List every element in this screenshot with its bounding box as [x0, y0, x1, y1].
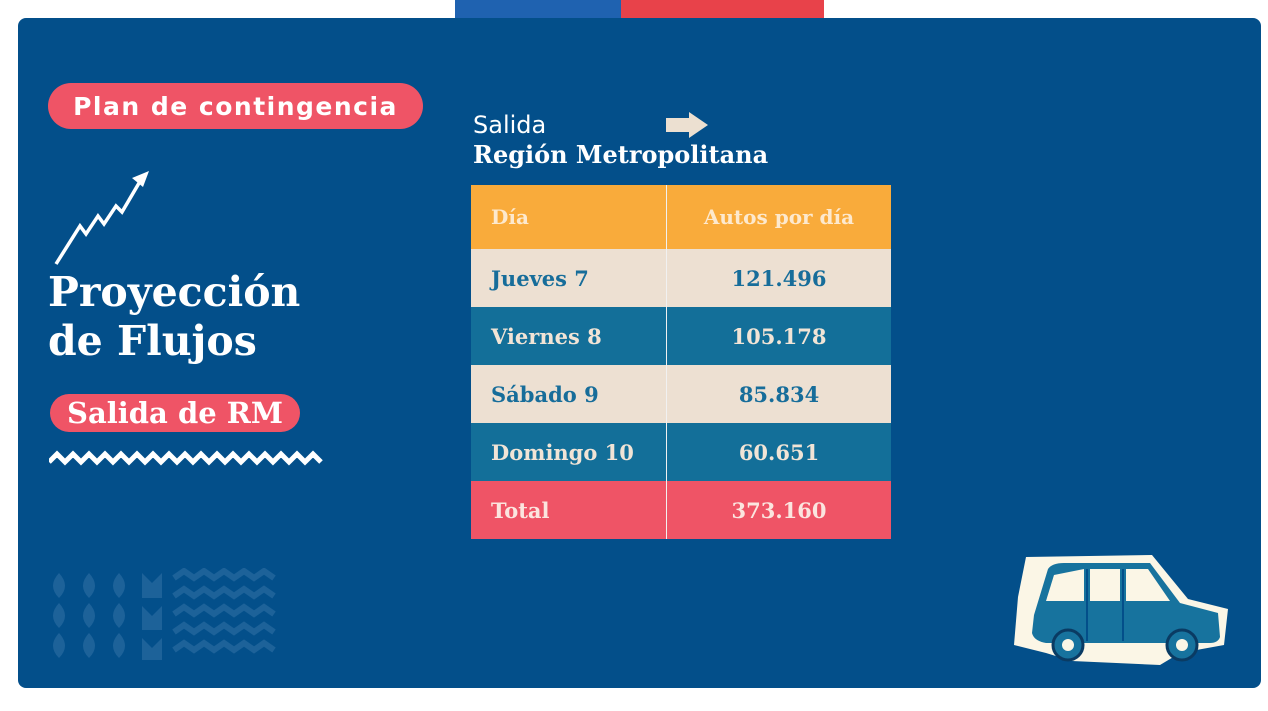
flow-table: Día Autos por día Jueves 7 121.496 Viern… [471, 185, 891, 539]
row-day: Domingo 10 [471, 423, 667, 481]
flag-bar-red [621, 0, 824, 18]
trend-arrow-icon [54, 171, 149, 265]
zigzag-divider [49, 450, 323, 466]
slide-panel: Plan de contingencia Proyección de Flujo… [18, 18, 1261, 688]
row-value: 105.178 [666, 307, 891, 365]
header-dia: Día [471, 185, 667, 249]
total-label: Total [471, 481, 667, 539]
table-header-row: Día Autos por día [471, 185, 891, 249]
table-total-row: Total 373.160 [471, 481, 891, 539]
car-icon [1014, 555, 1228, 665]
table-row: Sábado 9 85.834 [471, 365, 891, 423]
table-row: Jueves 7 121.496 [471, 249, 891, 307]
subtitle-region: Región Metropolitana [473, 140, 769, 169]
right-arrow-icon [666, 112, 708, 138]
row-day: Sábado 9 [471, 365, 667, 423]
row-day: Viernes 8 [471, 307, 667, 365]
row-value: 85.834 [666, 365, 891, 423]
flag-bar-blue [455, 0, 621, 18]
table-row: Viernes 8 105.178 [471, 307, 891, 365]
title-line-1: Proyección [48, 268, 301, 316]
table-row: Domingo 10 60.651 [471, 423, 891, 481]
row-day: Jueves 7 [471, 249, 667, 307]
decorative-pattern [53, 568, 276, 660]
salida-rm-pill: Salida de RM [50, 394, 300, 432]
title-line-2: de Flujos [48, 317, 257, 365]
row-value: 60.651 [666, 423, 891, 481]
header-autos: Autos por día [666, 185, 891, 249]
plan-contingencia-pill: Plan de contingencia [48, 83, 423, 129]
total-value: 373.160 [666, 481, 891, 539]
page-title: Proyección de Flujos [48, 268, 300, 366]
row-value: 121.496 [666, 249, 891, 307]
subtitle-salida: Salida [473, 111, 547, 139]
